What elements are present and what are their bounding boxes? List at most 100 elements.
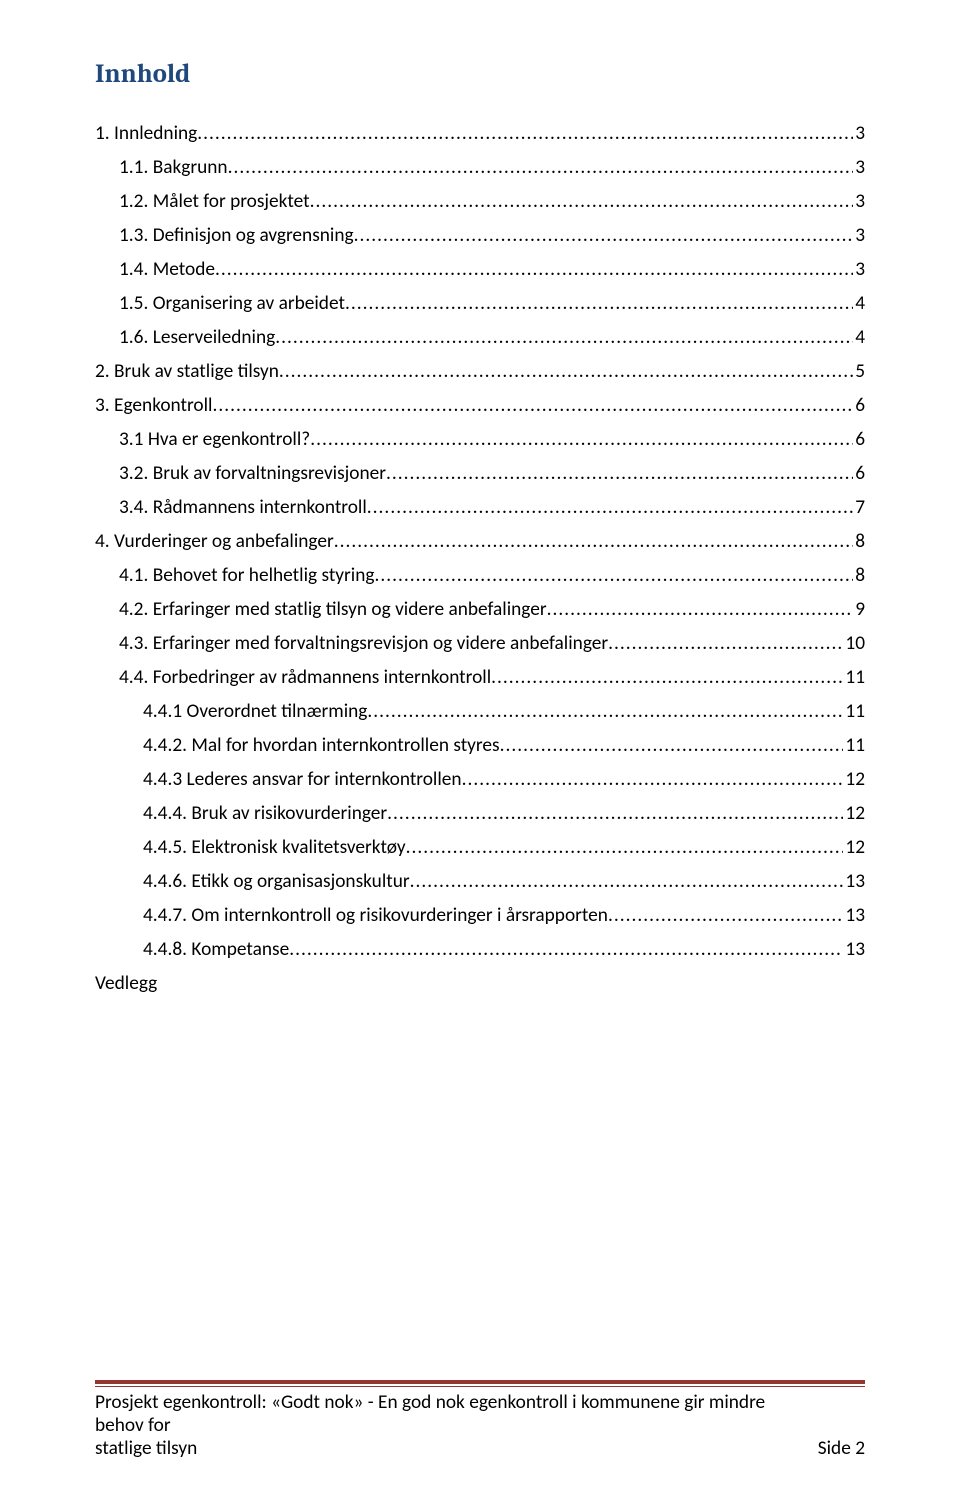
toc-leader-dots <box>275 321 853 355</box>
toc-entry-label: 4.1. Behovet for helhetlig styring <box>119 559 374 593</box>
toc-entry-label: 3.2. Bruk av forvaltningsrevisjoner <box>119 457 386 491</box>
toc-entry[interactable]: 4.2. Erfaringer med statlig tilsyn og vi… <box>95 593 865 627</box>
toc-leader-dots <box>228 151 854 185</box>
toc-entry-page: 3 <box>853 117 865 151</box>
toc-entry-page: 11 <box>843 729 865 763</box>
toc-entry[interactable]: 4.3. Erfaringer med forvaltningsrevisjon… <box>95 627 865 661</box>
toc-entry[interactable]: 4.4.1 Overordnet tilnærming 11 <box>95 695 865 729</box>
toc-entry[interactable]: Vedlegg <box>95 967 865 1001</box>
toc-leader-dots <box>374 559 853 593</box>
toc-entry[interactable]: 2. Bruk av statlige tilsyn 5 <box>95 355 865 389</box>
footer-page-number: Side 2 <box>798 1437 865 1460</box>
footer-line1: Prosjekt egenkontroll: «Godt nok» - En g… <box>95 1391 765 1437</box>
page-title: Innhold <box>95 58 865 89</box>
toc-entry-label: 4.4.2. Mal for hvordan internkontrollen … <box>143 729 500 763</box>
toc-entry-label: 3. Egenkontroll <box>95 389 212 423</box>
toc-entry[interactable]: 1.3. Definisjon og avgrensning 3 <box>95 219 865 253</box>
toc-leader-dots <box>367 695 843 729</box>
footer-left: Prosjekt egenkontroll: «Godt nok» - En g… <box>95 1391 798 1460</box>
table-of-contents: 1. Innledning 31.1. Bakgrunn 31.2. Målet… <box>95 117 865 1001</box>
toc-entry-page: 13 <box>843 865 865 899</box>
toc-entry-page: 10 <box>843 627 865 661</box>
toc-entry-label: 3.4. Rådmannens internkontroll <box>119 491 367 525</box>
toc-entry-label: 1.5. Organisering av arbeidet <box>119 287 345 321</box>
toc-entry[interactable]: 3.2. Bruk av forvaltningsrevisjoner 6 <box>95 457 865 491</box>
toc-entry[interactable]: 1.2. Målet for prosjektet 3 <box>95 185 865 219</box>
toc-leader-dots <box>345 287 853 321</box>
toc-entry-page: 12 <box>843 763 865 797</box>
toc-entry-label: 1.4. Metode <box>119 253 215 287</box>
toc-leader-dots <box>310 423 853 457</box>
toc-entry-page: 3 <box>853 253 865 287</box>
toc-entry[interactable]: 4.4.5. Elektronisk kvalitetsverktøy 12 <box>95 831 865 865</box>
toc-entry[interactable]: 4.1. Behovet for helhetlig styring 8 <box>95 559 865 593</box>
toc-entry-page: 7 <box>853 491 865 525</box>
toc-entry[interactable]: 1.1. Bakgrunn 3 <box>95 151 865 185</box>
toc-entry[interactable]: 3.4. Rådmannens internkontroll 7 <box>95 491 865 525</box>
toc-entry-label: 4.2. Erfaringer med statlig tilsyn og vi… <box>119 593 547 627</box>
toc-entry[interactable]: 4.4.3 Lederes ansvar for internkontrolle… <box>95 763 865 797</box>
toc-entry-label: 1.6. Leserveiledning <box>119 321 275 355</box>
toc-entry-label: 4.4.3 Lederes ansvar for internkontrolle… <box>143 763 462 797</box>
toc-entry[interactable]: 1.4. Metode 3 <box>95 253 865 287</box>
toc-entry-label: 3.1 Hva er egenkontroll? <box>119 423 310 457</box>
toc-entry-label: 1.3. Definisjon og avgrensning <box>119 219 354 253</box>
footer-rule <box>95 1380 865 1387</box>
toc-entry-page: 6 <box>853 457 865 491</box>
toc-entry-label: 4.4.8. Kompetanse <box>143 933 289 967</box>
toc-entry-label: 1.1. Bakgrunn <box>119 151 228 185</box>
toc-entry-label: 4.4.7. Om internkontroll og risikovurder… <box>143 899 608 933</box>
toc-entry[interactable]: 1. Innledning 3 <box>95 117 865 151</box>
toc-entry-label: 1. Innledning <box>95 117 197 151</box>
toc-leader-dots <box>491 661 843 695</box>
toc-entry[interactable]: 4.4. Forbedringer av rådmannens internko… <box>95 661 865 695</box>
toc-leader-dots <box>367 491 853 525</box>
toc-entry-label: 4.4.4. Bruk av risikovurderinger <box>143 797 387 831</box>
toc-entry[interactable]: 1.6. Leserveiledning 4 <box>95 321 865 355</box>
toc-entry-page: 11 <box>843 695 865 729</box>
toc-entry-page: 6 <box>853 423 865 457</box>
toc-entry-label: 1.2. Målet for prosjektet <box>119 185 310 219</box>
toc-entry-label: 4.4.1 Overordnet tilnærming <box>143 695 367 729</box>
toc-leader-dots <box>406 831 844 865</box>
toc-leader-dots <box>608 627 843 661</box>
toc-entry-page: 12 <box>843 831 865 865</box>
toc-leader-dots <box>279 355 853 389</box>
toc-entry-label: 4.4.5. Elektronisk kvalitetsverktøy <box>143 831 406 865</box>
toc-entry-label: 4.3. Erfaringer med forvaltningsrevisjon… <box>119 627 608 661</box>
toc-leader-dots <box>289 933 843 967</box>
toc-entry-label: 2. Bruk av statlige tilsyn <box>95 355 279 389</box>
toc-entry[interactable]: 4.4.2. Mal for hvordan internkontrollen … <box>95 729 865 763</box>
toc-entry[interactable]: 4.4.7. Om internkontroll og risikovurder… <box>95 899 865 933</box>
toc-entry-page: 4 <box>853 321 865 355</box>
toc-entry[interactable]: 4.4.6. Etikk og organisasjonskultur 13 <box>95 865 865 899</box>
toc-leader-dots <box>354 219 854 253</box>
toc-leader-dots <box>310 185 854 219</box>
toc-entry-page: 6 <box>853 389 865 423</box>
toc-entry-label: Vedlegg <box>95 967 157 1001</box>
toc-entry[interactable]: 4.4.8. Kompetanse 13 <box>95 933 865 967</box>
toc-entry-page: 13 <box>843 899 865 933</box>
toc-leader-dots <box>215 253 853 287</box>
toc-entry[interactable]: 3. Egenkontroll 6 <box>95 389 865 423</box>
toc-leader-dots <box>462 763 844 797</box>
toc-entry-page: 4 <box>853 287 865 321</box>
toc-entry-label: 4.4. Forbedringer av rådmannens internko… <box>119 661 491 695</box>
toc-leader-dots <box>386 457 853 491</box>
toc-entry[interactable]: 3.1 Hva er egenkontroll? 6 <box>95 423 865 457</box>
toc-leader-dots <box>197 117 853 151</box>
toc-leader-dots <box>410 865 844 899</box>
toc-entry[interactable]: 4.4.4. Bruk av risikovurderinger 12 <box>95 797 865 831</box>
toc-leader-dots <box>608 899 843 933</box>
toc-entry-page: 11 <box>843 661 865 695</box>
toc-leader-dots <box>387 797 843 831</box>
toc-entry-page: 12 <box>843 797 865 831</box>
toc-leader-dots <box>212 389 853 423</box>
toc-entry-page: 3 <box>853 151 865 185</box>
toc-entry-page: 3 <box>853 185 865 219</box>
toc-entry-label: 4.4.6. Etikk og organisasjonskultur <box>143 865 410 899</box>
toc-entry[interactable]: 1.5. Organisering av arbeidet 4 <box>95 287 865 321</box>
toc-entry-page: 9 <box>853 593 865 627</box>
footer-line2: statlige tilsyn <box>95 1437 197 1460</box>
toc-entry[interactable]: 4. Vurderinger og anbefalinger 8 <box>95 525 865 559</box>
